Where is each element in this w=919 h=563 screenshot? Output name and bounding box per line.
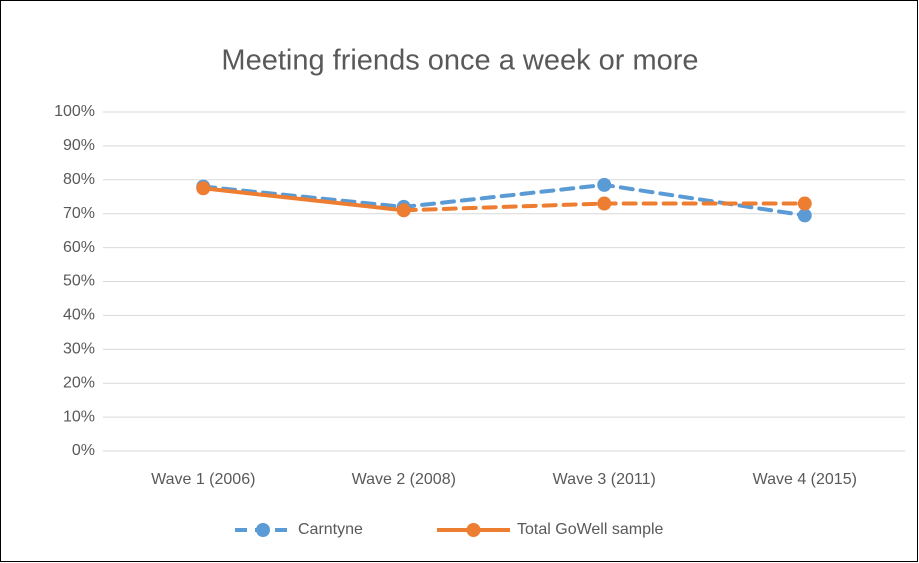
- y-tick-label: 10%: [63, 408, 95, 425]
- x-tick-label: Wave 3 (2011): [553, 471, 656, 488]
- y-tick-label: 0%: [72, 442, 95, 459]
- point: [797, 196, 812, 211]
- point: [196, 181, 211, 196]
- point: [797, 208, 812, 223]
- legend-marker: [256, 523, 270, 537]
- legend-label: Total GoWell sample: [517, 521, 664, 538]
- y-tick-label: 20%: [63, 374, 95, 391]
- y-tick-label: 80%: [63, 171, 95, 188]
- y-tick-label: 40%: [63, 307, 95, 324]
- point: [396, 203, 411, 218]
- x-tick-label: Wave 4 (2015): [753, 471, 857, 488]
- point: [597, 196, 612, 211]
- y-tick-label: 100%: [54, 103, 95, 120]
- series-line: [201, 186, 406, 213]
- x-tick-label: Wave 2 (2008): [352, 471, 456, 488]
- y-tick-label: 30%: [63, 341, 95, 358]
- legend-label: Carntyne: [298, 521, 363, 538]
- y-tick-label: 60%: [63, 239, 95, 256]
- y-tick-label: 90%: [63, 137, 95, 154]
- point: [597, 177, 612, 192]
- series-line: [201, 182, 807, 218]
- y-tick-label: 70%: [63, 205, 95, 222]
- legend-marker: [466, 523, 481, 537]
- x-tick-label: Wave 1 (2006): [151, 471, 255, 488]
- y-tick-label: 50%: [63, 273, 95, 290]
- chart-title: Meeting friends once a week or more: [221, 45, 698, 77]
